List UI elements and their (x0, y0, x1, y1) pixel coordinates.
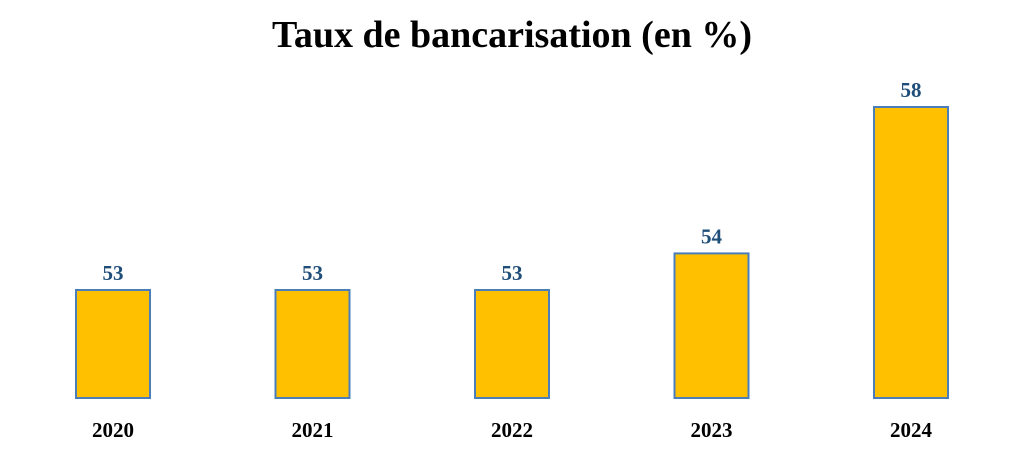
value-labels-layer: 53 53 53 54 58 (103, 78, 922, 285)
x-tick-label-2020: 2020 (92, 418, 134, 442)
bar-2020 (75, 289, 151, 399)
x-tick-label-2023: 2023 (691, 418, 733, 442)
bar-2024 (873, 106, 949, 399)
bars-layer (75, 106, 949, 399)
chart-title: Taux de bancarisation (en %) (272, 14, 752, 56)
x-tick-label-2021: 2021 (292, 418, 334, 442)
x-tick-label-2024: 2024 (890, 418, 933, 442)
bar-2021 (274, 289, 351, 399)
x-axis-tick-labels: 2020 2021 2022 2023 2024 (92, 418, 933, 442)
data-label-2023: 54 (701, 224, 723, 248)
data-label-2022: 53 (502, 261, 523, 285)
data-label-2024: 58 (901, 78, 922, 102)
data-label-2021: 53 (302, 261, 323, 285)
bar-2022 (474, 289, 550, 399)
bar-2023 (673, 252, 750, 399)
data-label-2020: 53 (103, 261, 124, 285)
x-tick-label-2022: 2022 (491, 418, 533, 442)
